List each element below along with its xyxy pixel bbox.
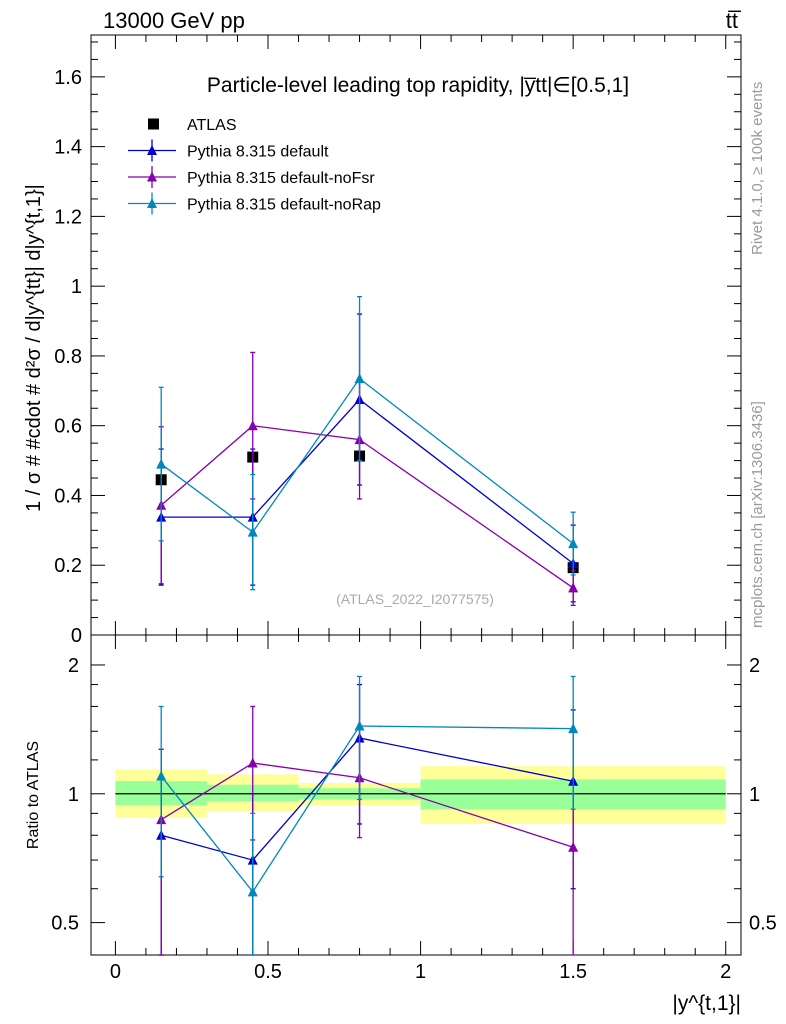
- legend-label: Pythia 8.315 default: [187, 144, 329, 161]
- ratio-point-marker: [247, 886, 258, 897]
- legend-marker: [147, 145, 157, 155]
- legend-label: Pythia 8.315 default-noRap: [187, 197, 381, 214]
- data-point-marker: [247, 420, 258, 431]
- data-point-marker: [568, 538, 579, 549]
- process-label: tt̅: [726, 8, 742, 33]
- main-y-tick-label: 0: [71, 625, 82, 647]
- ratio-point-marker: [354, 720, 365, 731]
- ratio-y-tick-label-right: 2: [749, 655, 760, 677]
- legend-marker: [147, 198, 157, 208]
- main-y-tick-label: 1: [71, 276, 82, 298]
- ratio-y-tick-label-right: 0.5: [749, 913, 777, 935]
- ratio-y-axis-label: Ratio to ATLAS: [25, 741, 42, 849]
- series-pythia-1: [156, 313, 579, 603]
- ratio-point-marker: [568, 841, 579, 852]
- data-point-marker: [354, 373, 365, 384]
- x-tick-label: 0.5: [254, 961, 282, 983]
- x-axis-label: |y^{t,1}|: [672, 992, 741, 1015]
- main-y-tick-label: 0.4: [54, 485, 82, 507]
- legend-marker: [148, 118, 159, 130]
- legend: ATLAS Pythia 8.315 default Pythia 8.315 de…: [128, 117, 381, 215]
- data-point-marker: [247, 526, 258, 537]
- ratio-y-tick-label: 2: [68, 655, 79, 677]
- ratio-series-pythia-2: [156, 705, 579, 956]
- series-line: [160, 425, 574, 589]
- legend-label: Pythia 8.315 default-noFsr: [187, 170, 375, 187]
- main-panel: 0 0.2 0.4 0.6 0.8 1 1.2 1.4 1.6 Particle-level l…: [23, 34, 742, 647]
- x-tick-label: 0: [110, 961, 121, 983]
- main-y-tick-label: 0.2: [54, 555, 82, 577]
- ratio-y-tick-label-right: 1: [749, 784, 760, 806]
- x-tick-label: 2: [720, 961, 731, 983]
- ratio-y-tick-label: 0.5: [51, 913, 79, 935]
- legend-item: ATLAS: [148, 117, 237, 134]
- x-tick-label: 1: [415, 961, 426, 983]
- main-y-tick-label: 1.2: [54, 206, 82, 228]
- series-line: [160, 377, 574, 545]
- data-point-marker: [568, 582, 579, 593]
- legend-item: Pythia 8.315 default-noRap: [128, 192, 381, 215]
- series-pythia-2: [156, 351, 579, 606]
- ratio-plot-frame: [90, 634, 742, 956]
- main-y-tick-label: 0.6: [54, 416, 82, 438]
- side-label-mcplots: mcplots.cern.ch [arXiv:1306.3436]: [749, 401, 766, 628]
- series-line: [161, 398, 574, 565]
- legend-label: ATLAS: [187, 117, 237, 134]
- legend-item: Pythia 8.315 default-noFsr: [128, 166, 375, 188]
- main-y-tick-label: 1.4: [54, 137, 82, 159]
- ratio-y-tick-label: 1: [68, 784, 79, 806]
- ratio-point-marker: [568, 723, 579, 734]
- legend-item: Pythia 8.315 default: [128, 139, 329, 162]
- energy-label: 13000 GeV pp: [103, 8, 245, 33]
- series-pythia-3: [156, 295, 579, 591]
- main-y-tick-label: 0.8: [54, 346, 82, 368]
- main-y-tick-label: 1.6: [54, 67, 82, 89]
- ratio-series-line: [160, 725, 574, 893]
- ratio-series-pythia-3: [156, 675, 579, 956]
- ratio-series-line: [160, 762, 574, 848]
- x-tick-label: 1.5: [559, 961, 587, 983]
- data-point-marker: [156, 458, 167, 469]
- main-title: Particle-level leading top rapidity, |y̅…: [207, 74, 629, 97]
- main-y-axis-label: 1 / σ # #cdot # d²σ / d|y^{tt}| d|y^{t,1…: [23, 184, 45, 512]
- ratio-point-marker: [156, 770, 167, 781]
- side-label-rivet: Rivet 4.1.0, ≥ 100k events: [749, 82, 766, 255]
- series-atlas: [155, 450, 579, 574]
- main-watermark: (ATLAS_2022_I2077575): [336, 591, 494, 607]
- ratio-panel: 0.5 0.5 1 1 2 2 0 0.5 1 1.5 2 Ratio to ATLAS |y^{t…: [25, 634, 777, 1015]
- ratio-point-marker: [247, 757, 258, 768]
- legend-marker: [147, 171, 157, 182]
- ratio-series-line: [161, 737, 574, 861]
